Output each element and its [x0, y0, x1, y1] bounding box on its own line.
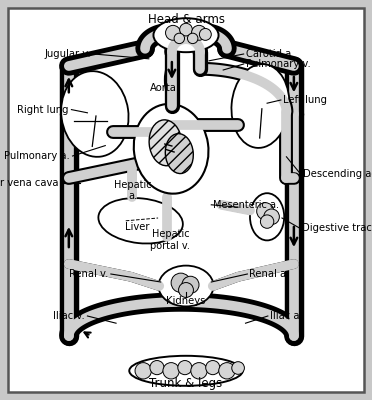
Text: Carotid a.: Carotid a. [246, 49, 294, 59]
Circle shape [178, 360, 192, 375]
Text: Jugular v.: Jugular v. [45, 49, 91, 59]
Text: Renal v.: Renal v. [68, 269, 108, 279]
Ellipse shape [134, 104, 208, 194]
Text: Head & arms: Head & arms [148, 13, 224, 26]
Circle shape [260, 215, 274, 228]
Circle shape [179, 282, 193, 298]
Text: Left lung: Left lung [283, 95, 327, 105]
Circle shape [171, 273, 190, 292]
Circle shape [199, 28, 211, 40]
Text: Liver: Liver [125, 222, 149, 232]
Circle shape [150, 360, 164, 375]
Circle shape [219, 363, 235, 379]
Bar [167, 121, 197, 128]
Ellipse shape [61, 71, 129, 157]
Circle shape [135, 363, 151, 379]
Text: Pulmonary a.: Pulmonary a. [4, 151, 70, 161]
Ellipse shape [129, 356, 243, 386]
Text: Inferior vena cava: Inferior vena cava [0, 178, 59, 188]
Circle shape [182, 276, 199, 293]
Text: Iliac v.: Iliac v. [53, 311, 85, 321]
Text: Hepatic
portal v.: Hepatic portal v. [150, 229, 190, 251]
Text: Kidneys: Kidneys [166, 296, 206, 306]
Circle shape [257, 203, 274, 220]
Text: Right lung: Right lung [17, 105, 69, 115]
Circle shape [206, 360, 220, 375]
Circle shape [191, 363, 207, 379]
Text: Iliac a.: Iliac a. [270, 311, 302, 321]
Text: Trunk & legs: Trunk & legs [150, 378, 222, 390]
Circle shape [232, 362, 244, 374]
Bar [122, 128, 153, 135]
Ellipse shape [149, 120, 182, 166]
Ellipse shape [153, 18, 219, 52]
Circle shape [180, 23, 192, 36]
Ellipse shape [164, 61, 179, 99]
Circle shape [187, 33, 198, 44]
Ellipse shape [98, 198, 183, 244]
Text: Mesenteric a.: Mesenteric a. [213, 200, 279, 210]
Text: Renal a.: Renal a. [249, 269, 290, 279]
Circle shape [174, 33, 185, 44]
Ellipse shape [250, 193, 284, 240]
Ellipse shape [165, 134, 193, 174]
Circle shape [163, 363, 179, 379]
Text: Descending aorta: Descending aorta [303, 169, 372, 179]
Text: Digestive tract: Digestive tract [302, 223, 372, 233]
Text: Hepatic
a.: Hepatic a. [113, 180, 151, 201]
Circle shape [192, 25, 206, 40]
Circle shape [264, 209, 279, 225]
Circle shape [166, 25, 180, 40]
Text: Pulmonary v.: Pulmonary v. [246, 59, 310, 69]
Ellipse shape [231, 64, 289, 148]
Ellipse shape [158, 266, 214, 306]
Text: Aorta: Aorta [150, 83, 177, 93]
